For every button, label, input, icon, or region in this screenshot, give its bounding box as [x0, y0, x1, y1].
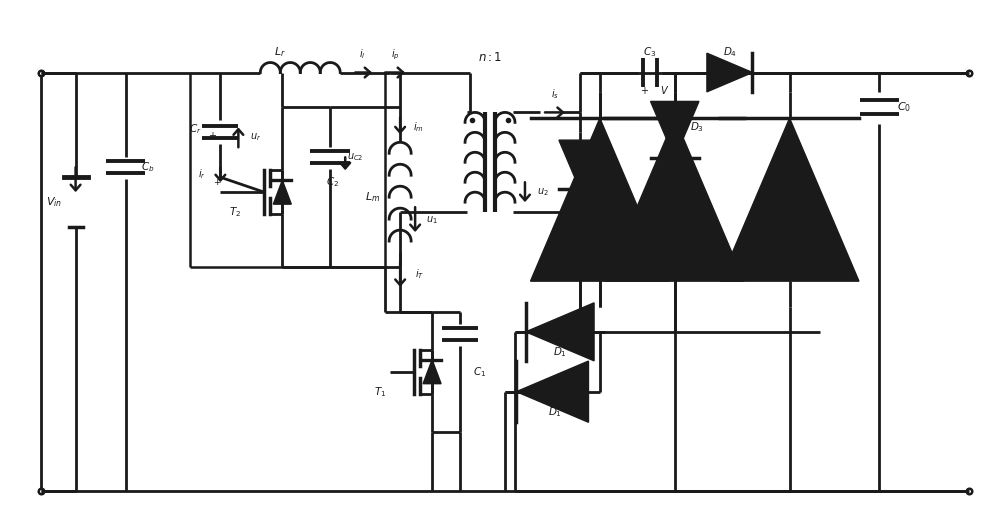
Text: $L_m$: $L_m$	[365, 190, 380, 204]
Polygon shape	[531, 118, 669, 281]
Text: $i_r$: $i_r$	[198, 168, 206, 181]
Text: $i_m$: $i_m$	[413, 120, 424, 134]
Polygon shape	[605, 118, 744, 281]
Text: $u_{C2}$: $u_{C2}$	[347, 152, 363, 163]
Text: $+$: $+$	[208, 130, 217, 141]
Text: $u_2$: $u_2$	[537, 186, 549, 198]
Text: $u_1$: $u_1$	[426, 214, 438, 226]
Text: $+$: $+$	[213, 177, 222, 187]
Text: $C_2$: $C_2$	[326, 176, 339, 189]
Text: $C_0$: $C_0$	[897, 101, 912, 114]
Text: $C_r$: $C_r$	[189, 122, 202, 136]
Text: $D_2$: $D_2$	[591, 155, 605, 169]
Text: $D_3$: $D_3$	[690, 120, 704, 134]
Polygon shape	[720, 118, 859, 281]
Polygon shape	[423, 360, 441, 384]
Polygon shape	[707, 53, 752, 92]
Text: $T_1$: $T_1$	[374, 385, 386, 398]
Polygon shape	[526, 303, 594, 361]
Text: $L_r$: $L_r$	[274, 46, 286, 60]
Text: $D_2$: $D_2$	[613, 193, 627, 206]
Text: $D_5$: $D_5$	[805, 193, 819, 206]
Text: $C_1$: $C_1$	[473, 365, 487, 379]
Text: $D_1$: $D_1$	[548, 405, 562, 419]
Polygon shape	[273, 180, 291, 204]
Text: $V$: $V$	[660, 85, 669, 96]
Text: $T_2$: $T_2$	[229, 205, 241, 219]
Polygon shape	[516, 361, 588, 422]
Text: $D_1$: $D_1$	[553, 345, 567, 359]
Text: $n:1$: $n:1$	[478, 51, 502, 64]
Text: $C_b$: $C_b$	[141, 160, 154, 174]
Text: $i_s$: $i_s$	[551, 88, 559, 102]
Polygon shape	[559, 140, 601, 189]
Text: $+$: $+$	[640, 85, 649, 96]
Polygon shape	[651, 102, 699, 159]
Text: $i_T$: $i_T$	[415, 267, 425, 281]
Text: $i_l$: $i_l$	[359, 48, 365, 62]
Text: $D_4$: $D_4$	[723, 46, 737, 60]
Text: $i_p$: $i_p$	[391, 47, 399, 62]
Text: $C_3$: $C_3$	[643, 46, 656, 60]
Text: $u_r$: $u_r$	[250, 131, 261, 143]
Text: $V_{in}$: $V_{in}$	[46, 195, 62, 209]
